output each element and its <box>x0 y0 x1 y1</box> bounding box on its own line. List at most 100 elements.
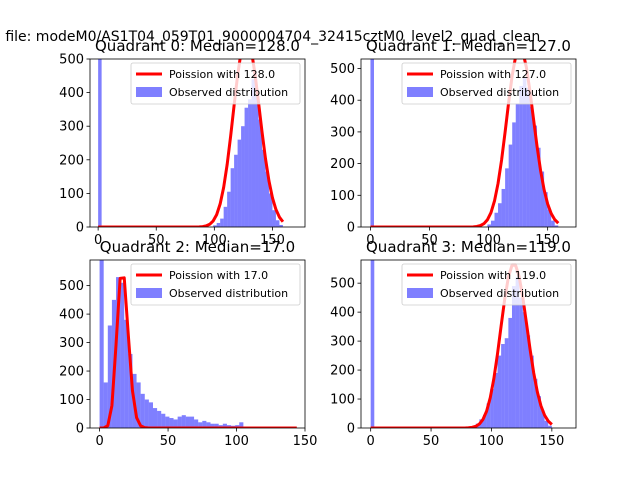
histogram-bar <box>251 79 256 227</box>
histogram-bar <box>515 277 520 428</box>
histogram-bar <box>202 420 207 428</box>
histogram-bar <box>227 191 231 227</box>
histogram-bar <box>239 422 244 428</box>
y-tick-label: 100 <box>330 393 355 408</box>
histogram-bar <box>533 125 538 227</box>
histogram-bar <box>120 282 125 428</box>
y-tick-label: 500 <box>59 279 84 294</box>
histogram-bar <box>181 415 186 428</box>
legend: Poission with 127.0 Observed distribution <box>401 62 572 105</box>
histogram-bar <box>540 410 545 428</box>
legend-frame <box>401 62 572 105</box>
histogram-bar <box>198 422 203 428</box>
histogram-bar <box>107 325 112 428</box>
legend-patch-swatch <box>136 87 162 97</box>
x-tick-label: 150 <box>260 233 285 248</box>
y-tick-label: 100 <box>59 187 84 202</box>
y-tick-label: 300 <box>59 336 84 351</box>
histogram-bar <box>210 423 215 428</box>
y-tick-label: 400 <box>59 86 84 101</box>
histogram-bar <box>537 147 541 227</box>
legend-frame <box>130 263 301 306</box>
histogram-bar <box>262 149 266 227</box>
x-tick-label: 0 <box>366 233 374 248</box>
histogram-bar <box>169 418 174 428</box>
histogram-bar <box>173 419 178 428</box>
subplot-title: Quadrant 2: Median=17.0 <box>100 238 295 256</box>
histogram-bar <box>255 95 259 227</box>
histogram-bar <box>144 399 149 428</box>
histogram-bar <box>482 414 487 428</box>
x-tick-label: 50 <box>148 233 165 248</box>
histogram-bar <box>161 413 166 428</box>
axes-frame <box>360 259 577 429</box>
legend-line-label: Poission with 127.0 <box>440 68 546 81</box>
legend-patch-label: Observed distribution <box>440 86 559 99</box>
histogram-bar <box>487 224 491 227</box>
y-tick-label: 400 <box>330 94 355 109</box>
subplot-1: 0 50 100 150 0 100 200 300 400 500 Quadrant 1: Med… <box>330 37 577 248</box>
histogram-bar <box>124 319 129 428</box>
histogram-bar <box>220 218 224 227</box>
histogram-bar <box>504 338 509 428</box>
histogram-bar <box>265 171 269 227</box>
x-tick-label: 100 <box>202 233 227 248</box>
histogram-bar <box>486 403 491 428</box>
y-tick-label: 200 <box>330 364 355 379</box>
x-tick-label: 50 <box>423 434 440 449</box>
histogram-bar <box>185 416 190 428</box>
y-tick-label: 300 <box>59 120 84 135</box>
histogram-bar <box>522 312 527 428</box>
y-tick-label: 200 <box>330 157 355 172</box>
y-tick-label: 100 <box>330 189 355 204</box>
histogram-bar <box>157 410 162 428</box>
histogram-bar <box>490 388 494 428</box>
histogram-bar <box>272 210 276 227</box>
histogram-bar <box>213 225 217 227</box>
subplot-2: 0 50 100 150 0 100 200 300 400 500 Quadrant 2: Med… <box>59 238 317 449</box>
histogram-bar <box>511 286 516 428</box>
histogram-bar <box>493 372 498 428</box>
x-tick-label: 100 <box>479 434 504 449</box>
histogram-bar <box>152 408 158 428</box>
y-tick-label: 0 <box>347 221 355 236</box>
histogram-bar <box>244 107 249 227</box>
histogram-bar <box>512 122 516 227</box>
legend-patch-label: Observed distribution <box>169 287 288 300</box>
legend-patch-label: Observed distribution <box>169 86 288 99</box>
histogram-bar <box>505 168 509 227</box>
histogram-bar <box>554 225 559 227</box>
histogram-bar <box>237 139 242 227</box>
y-tick-label: 300 <box>330 125 355 140</box>
y-tick-label: 400 <box>59 308 84 323</box>
legend-patch-swatch <box>136 288 162 298</box>
x-tick-label: 150 <box>293 434 318 449</box>
poisson-curve <box>99 276 297 428</box>
legend-patch-label: Observed distribution <box>440 287 559 300</box>
y-tick-label: 100 <box>59 393 84 408</box>
histogram-bar <box>508 317 512 428</box>
y-tick-label: 200 <box>59 365 84 380</box>
histogram-bar <box>537 396 541 428</box>
figure-suptitle: n file: modeM0/AS1T04_059T01_9000004704_… <box>0 29 540 45</box>
histogram-bar <box>370 260 375 428</box>
histogram-bar <box>241 126 245 227</box>
histogram-bar <box>548 425 552 428</box>
histogram-bar <box>490 220 495 227</box>
histogram-bar <box>519 85 523 227</box>
histogram-bar <box>370 59 374 227</box>
x-tick-label: 100 <box>224 434 249 449</box>
legend-line-label: Poission with 128.0 <box>169 68 275 81</box>
y-tick-label: 300 <box>330 335 355 350</box>
histogram-bar <box>98 59 102 227</box>
histogram-bar <box>116 277 121 428</box>
subplot-title: Quadrant 0: Median=128.0 <box>95 37 300 55</box>
histogram-bar <box>103 382 108 428</box>
y-tick-label: 0 <box>76 221 84 236</box>
histogram-bar <box>275 220 280 227</box>
subplot-title: Quadrant 1: Median=127.0 <box>366 37 571 55</box>
histogram-bar <box>494 212 499 227</box>
histogram-bar <box>165 416 170 428</box>
histogram-bar <box>136 382 141 428</box>
